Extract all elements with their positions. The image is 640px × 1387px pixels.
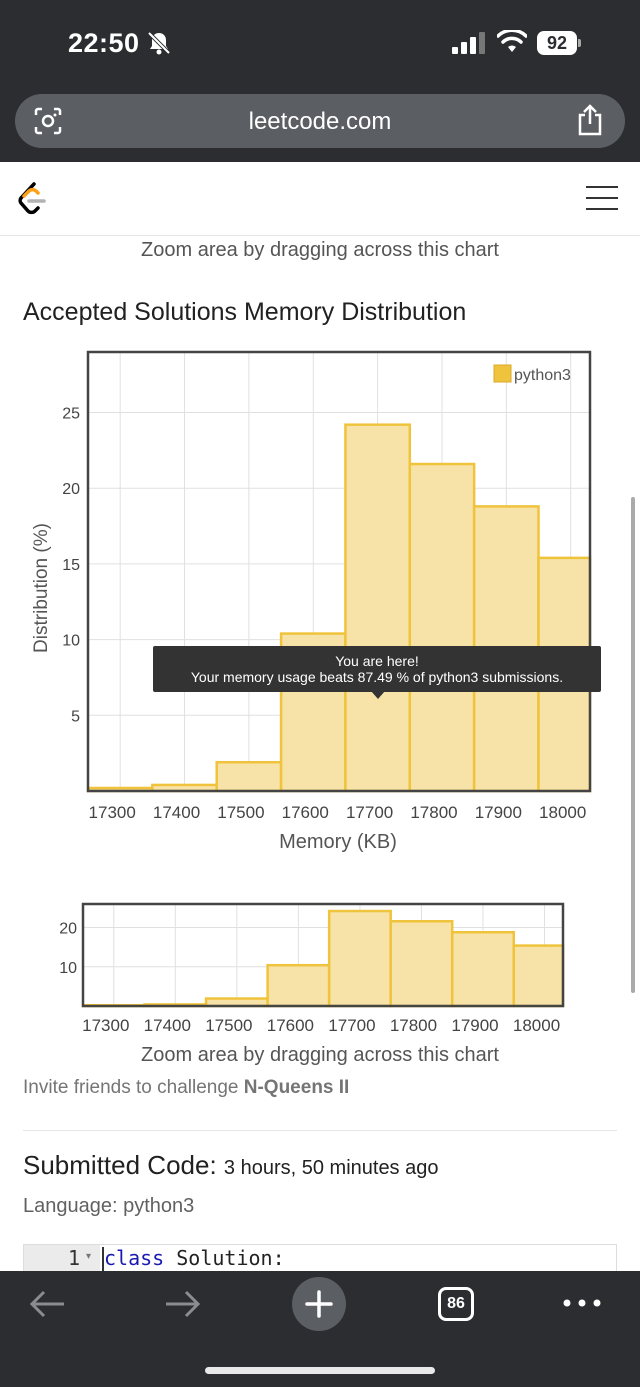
section-title: Accepted Solutions Memory Distribution [23, 298, 467, 326]
lens-icon[interactable] [33, 106, 63, 136]
overview-x-tick-label: 17600 [267, 1016, 314, 1035]
browser-bottom-bar: 86 [0, 1271, 640, 1387]
code-editor[interactable]: 1 ▾ class Solution: [23, 1244, 617, 1274]
url-text[interactable]: leetcode.com [248, 108, 392, 135]
histogram-bar [408, 462, 476, 793]
overview-y-tick-label: 10 [59, 960, 77, 977]
x-tick-label: 17500 [217, 803, 264, 822]
x-tick-label: 17800 [410, 803, 457, 822]
submitted-label: Submitted Code: [23, 1150, 217, 1180]
overview-bar [512, 944, 565, 1008]
scroll-indicator [631, 497, 635, 993]
hamburger-menu-icon[interactable] [586, 184, 618, 212]
zoom-hint-top: Zoom area by dragging across this chart [141, 239, 499, 261]
x-tick-label: 18000 [539, 803, 586, 822]
invite-prefix: Invite friends to challenge [23, 1077, 244, 1098]
wifi-icon [497, 30, 527, 52]
overview-x-tick-label: 17400 [144, 1016, 191, 1035]
overview-y-tick-label: 20 [59, 921, 77, 938]
divider [23, 1130, 617, 1131]
overview-x-tick-label: 18000 [513, 1016, 560, 1035]
x-tick-label: 17600 [282, 803, 329, 822]
url-bar[interactable]: leetcode.com [15, 94, 625, 148]
x-tick-label: 17400 [153, 803, 200, 822]
x-tick-label: 17700 [346, 803, 393, 822]
code-line[interactable]: class Solution: [104, 1245, 285, 1271]
fold-arrow-icon[interactable]: ▾ [86, 1251, 92, 1262]
status-bar: 22:50 92 [0, 0, 640, 88]
share-icon[interactable] [575, 104, 605, 136]
overview-x-tick-label: 17800 [390, 1016, 437, 1035]
overview-x-tick-label: 17700 [328, 1016, 375, 1035]
more-icon[interactable] [562, 1297, 602, 1309]
legend-label: python3 [514, 367, 571, 384]
tooltip-arrow [371, 691, 385, 699]
overview-bar [266, 963, 331, 1008]
memory-distribution-chart[interactable]: 5 10 15 20 25 17300 17400 17500 17600 17700 17800 1… [0, 0, 640, 1080]
legend-swatch [493, 364, 512, 383]
submitted-title: Submitted Code: 3 hours, 50 minutes ago [23, 1150, 439, 1181]
battery-icon: 92 [537, 31, 581, 55]
y-tick-label: 25 [62, 406, 80, 423]
plus-icon [305, 1290, 333, 1318]
x-axis-label: Memory (KB) [279, 831, 397, 853]
zoom-hint-bottom: Zoom area by dragging across this chart [141, 1044, 499, 1066]
x-tick-label: 17900 [475, 803, 522, 822]
status-time: 22:50 [68, 28, 140, 58]
plot-frame [86, 350, 592, 793]
tooltip-line2: Your memory usage beats 87.49 % of pytho… [190, 669, 564, 685]
line-number: 1 [24, 1245, 100, 1274]
forward-icon[interactable] [164, 1289, 202, 1319]
language-line: Language: python3 [23, 1195, 195, 1217]
invite-problem-link[interactable]: N-Queens II [243, 1077, 350, 1098]
code-rest: Solution: [164, 1246, 285, 1270]
y-tick-label: 15 [62, 557, 80, 574]
y-axis-label: Distribution (%) [31, 523, 52, 653]
y-tick-label: 5 [71, 708, 80, 725]
tabs-icon[interactable]: 86 [438, 1287, 474, 1321]
invite-text: Invite friends to challenge N-Queens II [23, 1077, 349, 1099]
overview-frame [81, 902, 565, 1008]
overview-x-tick-label: 17500 [205, 1016, 252, 1035]
submitted-time: 3 hours, 50 minutes ago [223, 1157, 439, 1179]
histogram-bar [215, 760, 283, 793]
home-indicator [205, 1367, 435, 1374]
x-tick-label: 17300 [89, 803, 136, 822]
overview-x-tick-label: 17900 [451, 1016, 498, 1035]
new-tab-button[interactable] [292, 1277, 346, 1331]
code-keyword: class [104, 1246, 165, 1270]
overview-x-tick-label: 17300 [82, 1016, 129, 1035]
histogram-bar [344, 423, 412, 793]
tooltip-line1: You are here! [335, 653, 419, 669]
y-tick-label: 20 [62, 481, 80, 498]
back-icon[interactable] [28, 1289, 66, 1319]
leetcode-logo-icon[interactable] [16, 180, 48, 218]
text-cursor [102, 1247, 104, 1271]
overview-bar [327, 909, 392, 1008]
bell-slash-icon [147, 31, 171, 55]
signal-icon [452, 32, 485, 54]
overview-bar [450, 930, 516, 1008]
battery-level: 92 [537, 31, 577, 55]
y-tick-label: 10 [62, 633, 80, 650]
browser-top-bar: leetcode.com [0, 88, 640, 162]
overview-bar [389, 920, 454, 1008]
tooltip: You are here! Your memory usage beats 87… [153, 646, 601, 692]
site-header [0, 162, 640, 236]
